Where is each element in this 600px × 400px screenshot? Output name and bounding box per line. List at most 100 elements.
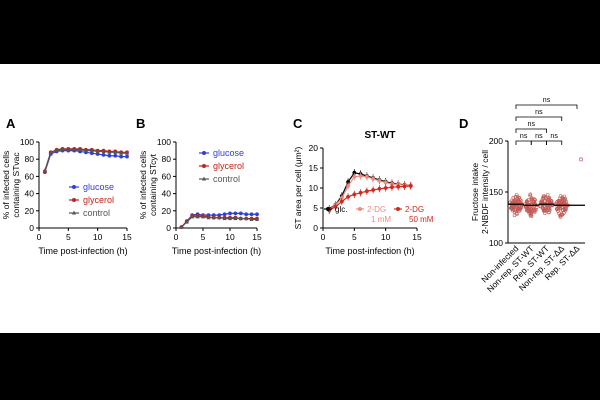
top-black-band	[0, 0, 600, 64]
panel-c-data-point	[352, 174, 357, 179]
panel-a-x-tick-label: 0	[37, 232, 42, 242]
panel-c-legend-sublabel: 50 mM	[409, 215, 434, 224]
panel-b-data-point	[222, 216, 227, 221]
panel-d-data-point	[529, 214, 534, 218]
panel-d-data-point	[564, 207, 569, 211]
panel-d-y-tick-label: 150	[489, 187, 503, 197]
panel-b-data-point	[233, 216, 238, 221]
panel-d-data-point	[560, 197, 564, 202]
panel-c-y-tick-label: 15	[309, 163, 319, 173]
panel-a-y-tick-label: 0	[29, 223, 34, 233]
panel-d-significance-bracket	[530, 140, 547, 145]
panel-d-data-point	[544, 206, 549, 210]
panel-a-legend-label: glucose	[83, 182, 114, 192]
panel-d-data-point	[563, 196, 568, 201]
panel-b-legend-marker	[202, 151, 206, 155]
panel-c-data-point	[371, 176, 376, 181]
panel-d-data-point	[543, 194, 548, 199]
panel-a-data-point	[83, 148, 88, 153]
panel-a-data-point	[60, 147, 65, 152]
panel-b-y-tick-label: 40	[162, 189, 172, 199]
panel-a-y-tick-label: 60	[25, 171, 35, 181]
panel-d-data-point	[525, 200, 529, 205]
panel-a-legend-marker	[72, 210, 76, 215]
panel-b-legend-label: glucose	[213, 148, 244, 158]
panel-a-chart: 0 5 10 15 0 20 40 60 80 100 Time post-infection (h…	[1, 137, 132, 256]
panel-b-data-point	[233, 211, 238, 216]
panel-c-x-tick-label: 5	[352, 232, 357, 242]
panel-d-outlier-point	[579, 157, 583, 162]
panel-c-data-point	[377, 178, 382, 183]
panel-d-data-point	[529, 197, 534, 201]
panel-c-chart: 0 5 10 15 0 5 10 15 20 Time post-infection (h) ST …	[293, 130, 434, 256]
panel-d-y-axis-title: Fructose intake	[470, 163, 480, 221]
panel-d-significance-bracket	[546, 140, 563, 145]
panel-a-y-axis-title: % of infected cells	[1, 151, 11, 220]
panel-b-x-tick-label: 10	[225, 232, 235, 242]
panel-d-data-point	[540, 205, 545, 209]
panel-c-data-point	[377, 186, 382, 191]
panel-a-data-point	[66, 147, 71, 152]
panel-d-significance-label: ns	[535, 109, 543, 116]
panel-c-data-point	[383, 186, 388, 190]
panel-b-data-point	[244, 212, 249, 217]
panel-c-data-point	[396, 184, 401, 189]
panel-b-data-point	[238, 211, 243, 216]
panel-d-chart: 100 150 200 Fructose intake 2-NBDF intensity…	[470, 97, 585, 294]
panel-d-data-point	[530, 196, 534, 201]
panel-c-title: ST-WT	[364, 130, 395, 141]
panel-d-data-point	[516, 207, 520, 211]
panel-a-y-tick-label: 100	[20, 137, 34, 147]
panel-label-d: D	[459, 116, 468, 131]
panel-c-legend-marker	[326, 207, 330, 211]
panel-d-data-point	[525, 206, 530, 211]
panel-b-data-point	[179, 224, 184, 229]
panel-d-data-point	[558, 196, 562, 201]
panel-d-data-point	[556, 200, 561, 204]
panel-b-chart: 0 5 10 15 0 20 40 60 80 100 Time post-infection (h…	[138, 137, 262, 256]
panel-d-data-point	[546, 210, 551, 215]
panel-b-data-point	[255, 217, 259, 221]
panel-a-data-point	[107, 150, 112, 154]
panel-d-data-point	[513, 194, 518, 199]
panel-d-data-point	[527, 201, 532, 205]
panel-d-data-point	[555, 207, 560, 211]
panel-a-data-point	[95, 149, 100, 154]
panel-a-legend-label: glycerol	[83, 195, 114, 205]
panel-c-data-point	[390, 185, 394, 190]
panel-a-x-axis-title: Time post-infection (h)	[38, 246, 127, 256]
panel-c-x-tick-label: 15	[412, 232, 422, 242]
panel-b-data-point	[190, 214, 195, 219]
panel-c-data-point	[358, 190, 363, 195]
panel-b-data-point	[222, 212, 227, 217]
panel-d-data-point	[549, 199, 553, 203]
panel-d-data-point	[547, 197, 551, 201]
panel-d-data-point	[528, 193, 532, 198]
panel-a-data-point	[48, 150, 53, 154]
panel-d-data-point	[515, 194, 520, 199]
panel-c-legend-label: 2-DG	[367, 205, 386, 214]
panel-c-data-point	[402, 184, 407, 189]
panel-a-x-tick-label: 15	[122, 232, 132, 242]
panel-b-y-tick-label: 100	[157, 137, 171, 147]
panel-a-legend-marker	[72, 185, 76, 189]
panel-a-data-point	[107, 153, 112, 158]
panel-b-data-point	[244, 216, 249, 221]
panel-b-legend-marker	[202, 164, 206, 168]
panel-a-data-point	[54, 148, 59, 153]
panel-c-y-tick-label: 20	[309, 143, 319, 153]
panel-d-data-point	[540, 197, 545, 202]
panel-a-legend-label: control	[83, 208, 110, 218]
panel-d-y-axis-title: 2-NBDF intensity / cell	[480, 150, 490, 234]
panel-d-data-point	[518, 206, 522, 210]
panel-c-data-point	[346, 194, 350, 199]
panel-a-data-point	[101, 153, 106, 157]
panel-a-data-point	[113, 153, 118, 158]
panel-b-x-tick-label: 5	[201, 232, 206, 242]
panel-a-y-tick-label: 20	[25, 206, 35, 216]
panel-d-significance-label: ns	[550, 133, 558, 140]
panel-label-a: A	[6, 116, 16, 131]
panel-d-significance-label: ns	[520, 133, 528, 140]
panel-b-y-tick-label: 80	[162, 154, 172, 164]
